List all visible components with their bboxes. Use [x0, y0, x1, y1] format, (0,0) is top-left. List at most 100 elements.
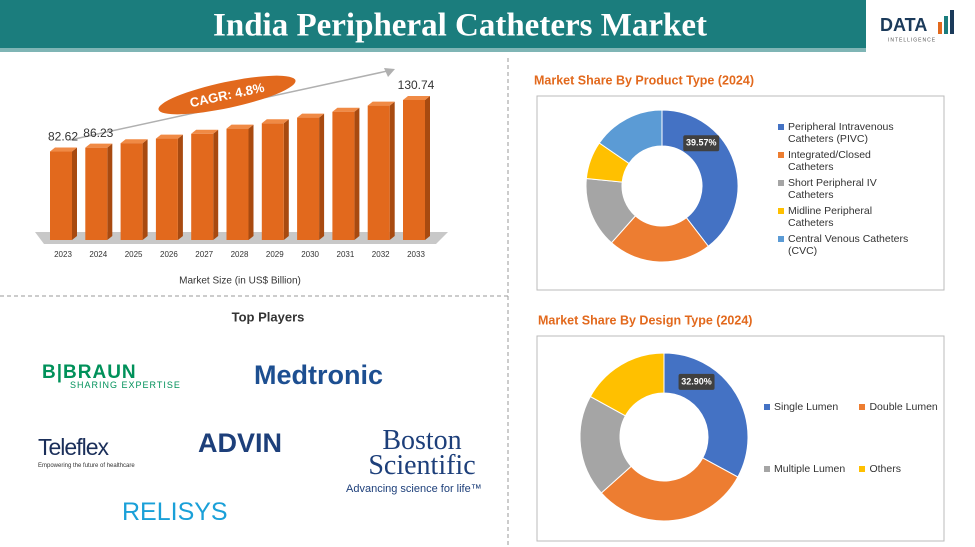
bar-top	[191, 129, 219, 134]
legend-swatch	[859, 466, 866, 472]
header-bar	[0, 0, 866, 50]
legend-label: Midline Peripheral Catheters	[788, 205, 873, 229]
bar-side	[354, 107, 360, 241]
legend-swatch	[778, 152, 784, 158]
bar-side	[142, 139, 148, 240]
arrow-head	[384, 68, 395, 77]
player-logo: ADVIN	[198, 428, 283, 458]
bar	[403, 100, 425, 240]
bar-side	[389, 101, 395, 240]
legend-label: Central Venous Catheters (CVC)	[788, 233, 909, 257]
legend-label: Multiple Lumen	[774, 463, 846, 475]
bar-side	[248, 124, 254, 240]
bar-side	[213, 129, 219, 240]
legend-swatch	[764, 404, 770, 410]
legend-label: Single Lumen	[774, 401, 839, 413]
bar-top	[120, 139, 148, 144]
section-title: Top Players	[232, 309, 305, 324]
logo-bar	[950, 10, 954, 34]
legend-item: Double Lumen	[859, 401, 944, 413]
bar	[155, 138, 178, 240]
x-tick-label: 2030	[301, 250, 319, 259]
bar	[261, 123, 284, 240]
legend-item: Single Lumen	[764, 401, 851, 413]
x-tick-label: 2025	[125, 250, 143, 259]
bar	[332, 111, 355, 241]
data-label: 32.90%	[681, 376, 712, 386]
legend: Single Lumen Double Lumen Multiple Lumen Ot…	[764, 401, 944, 479]
x-tick-label: 2028	[231, 250, 249, 259]
label-box	[683, 135, 720, 152]
x-tick-label: 2023	[54, 250, 72, 259]
value-label: 82.62	[48, 130, 78, 144]
legend-item: Integrated/Closed Catheters	[778, 149, 918, 173]
x-tick-label: 2029	[266, 250, 284, 259]
player-tagline: Empowering the future of healthcare	[38, 463, 135, 469]
bar-side	[107, 143, 113, 240]
legend-label: Integrated/Closed Catheters	[788, 149, 871, 173]
legend-label: Others	[869, 463, 901, 475]
logo-box	[868, 0, 975, 50]
x-tick-label: 2033	[407, 250, 425, 259]
chart-title: Market Share By Product Type (2024)	[534, 73, 754, 87]
legend-item: Peripheral Intravenous Catheters (PIVC)	[778, 121, 918, 145]
bar	[120, 143, 143, 240]
bar-top	[85, 143, 113, 148]
legend-swatch	[764, 466, 770, 472]
x-tick-label: 2026	[160, 250, 178, 259]
logo-bar	[938, 22, 942, 34]
logo-sub: INTELLIGENCE	[888, 37, 936, 43]
bar-side	[177, 134, 183, 240]
annotation-bubble	[158, 75, 296, 115]
legend-label: Peripheral Intravenous Catheters (PIVC)	[788, 121, 894, 145]
x-tick-label: 2027	[195, 250, 213, 259]
bar	[85, 147, 108, 240]
bar-top	[50, 147, 77, 152]
bar	[191, 133, 214, 240]
legend-item: Central Venous Catheters (CVC)	[778, 233, 918, 257]
player-logo: Teleflex	[38, 434, 109, 460]
chart-title: Market Share By Design Type (2024)	[538, 313, 752, 327]
player-logo: Medtronic	[254, 360, 384, 390]
pie-slice	[589, 352, 665, 417]
legend-item: Others	[859, 463, 944, 475]
legend-item: Short Peripheral IV Catheters	[778, 177, 918, 201]
legend: Peripheral Intravenous Catheters (PIVC) I…	[778, 121, 918, 261]
legend-label: Double Lumen	[869, 401, 938, 413]
page-title: India Peripheral Catheters Market	[213, 8, 707, 44]
legend-item: Multiple Lumen	[764, 463, 851, 475]
bar-top	[367, 101, 395, 106]
bar-top	[332, 107, 360, 112]
pie-slice	[600, 457, 739, 522]
bar	[50, 151, 72, 240]
label-box	[678, 373, 715, 390]
bar-top	[403, 96, 430, 100]
bar-side	[283, 119, 289, 240]
bar-top	[226, 124, 254, 129]
legend-swatch	[778, 208, 784, 214]
x-tick-label: 2031	[337, 250, 355, 259]
player-logo: B|BRAUN	[42, 362, 137, 383]
x-tick-label: 2024	[89, 250, 107, 259]
player-tagline: SHARING EXPERTISE	[70, 380, 181, 390]
header-rule	[0, 48, 866, 52]
bar-side	[72, 147, 77, 240]
player-logo: Boston Scientific	[368, 425, 476, 481]
legend-item: Midline Peripheral Catheters	[778, 205, 918, 229]
bar-top	[155, 134, 183, 139]
x-tick-label: 2032	[372, 250, 390, 259]
legend-swatch	[778, 236, 784, 242]
pie-slice	[598, 109, 663, 165]
bar-side	[425, 96, 430, 240]
bar	[226, 128, 249, 240]
value-label: 86.23	[83, 126, 113, 140]
value-label: 130.74	[398, 78, 435, 92]
bar-top	[297, 113, 325, 118]
legend-swatch	[859, 404, 866, 410]
bar-side	[319, 113, 325, 240]
legend-label: Short Peripheral IV Catheters	[788, 177, 877, 201]
player-logo: RELISYS	[122, 498, 228, 526]
player-tagline: Advancing science for life™	[346, 483, 482, 495]
